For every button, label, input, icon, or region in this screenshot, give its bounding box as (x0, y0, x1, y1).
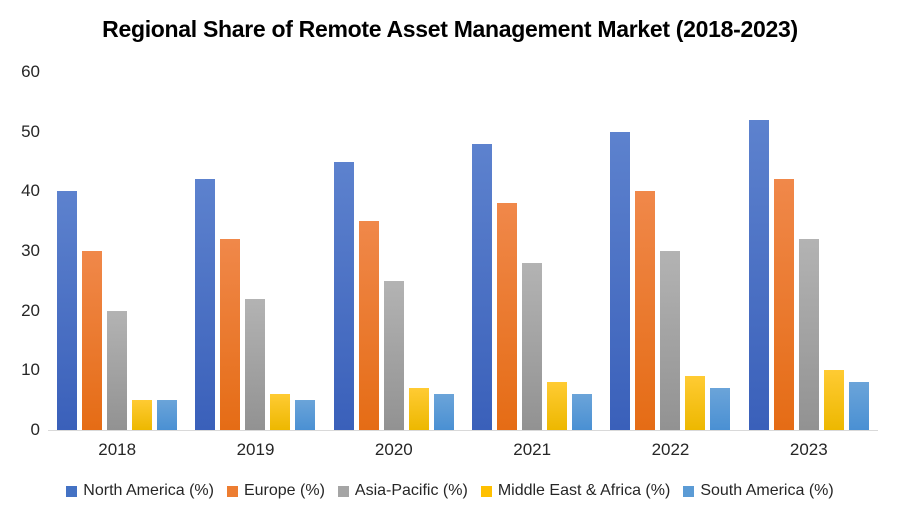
bar (635, 191, 656, 430)
legend-swatch-icon (337, 485, 349, 497)
legend-label: Europe (%) (243, 482, 325, 499)
bar (660, 251, 681, 430)
legend-label: South America (%) (700, 482, 834, 499)
x-axis-label: 2020 (374, 440, 413, 459)
bar (848, 382, 869, 430)
bar (823, 370, 844, 430)
bar (497, 203, 518, 430)
legend-swatch-icon (480, 485, 492, 497)
bar (245, 298, 266, 430)
y-tick-label: 50 (21, 121, 40, 141)
legend-item: Middle East & Africa (%) (480, 482, 671, 500)
legend-item: Asia-Pacific (%) (337, 482, 468, 500)
bar (107, 310, 128, 430)
x-axis-labels: 2018 2019 2020 2021 2022 2023 (48, 440, 878, 460)
bar (522, 262, 543, 430)
legend-item: South America (%) (683, 482, 834, 500)
bars-area (48, 72, 878, 430)
legend-item: Europe (%) (226, 482, 325, 500)
y-tick-label: 10 (21, 360, 40, 380)
bar (295, 400, 316, 430)
bar (547, 382, 568, 430)
legend-label: Asia-Pacific (%) (354, 482, 468, 499)
legend-label: North America (%) (83, 482, 214, 499)
legend-label: Middle East & Africa (%) (497, 482, 671, 499)
bar (157, 400, 178, 430)
bar (710, 388, 731, 430)
x-axis-label: 2018 (98, 440, 137, 459)
legend-swatch-icon (66, 485, 78, 497)
bar (773, 179, 794, 430)
bar (195, 179, 216, 430)
legend-swatch-icon (226, 485, 238, 497)
bar (132, 400, 153, 430)
bar (472, 143, 493, 430)
bar (82, 251, 103, 430)
bar (333, 161, 354, 430)
x-axis-label: 2019 (236, 440, 275, 459)
x-axis-label: 2023 (789, 440, 828, 459)
bar (270, 394, 291, 430)
y-tick-label: 40 (21, 181, 40, 201)
legend: North America (%) Europe (%) Asia-Pacific … (0, 482, 900, 500)
bar-group-2020 (325, 72, 463, 430)
x-axis-line (48, 430, 878, 431)
x-axis-label: 2021 (513, 440, 552, 459)
y-tick-label: 60 (21, 62, 40, 81)
bar-group-2018 (48, 72, 186, 430)
chart-title: Regional Share of Remote Asset Managemen… (102, 16, 798, 42)
bar (572, 394, 593, 430)
bar (57, 191, 78, 430)
bar-group-2019 (186, 72, 324, 430)
bar (383, 280, 404, 430)
bar (610, 131, 631, 430)
x-axis-label: 2022 (651, 440, 690, 459)
y-tick-label: 20 (21, 300, 40, 320)
legend-swatch-icon (683, 485, 695, 497)
y-tick-label: 0 (30, 420, 40, 439)
bar-group-2021 (463, 72, 601, 430)
bar (685, 376, 706, 430)
bar (220, 239, 241, 430)
bar (358, 221, 379, 430)
y-tick-label: 30 (21, 241, 40, 260)
legend-item: North America (%) (66, 482, 214, 500)
bar (433, 394, 454, 430)
bar (798, 239, 819, 430)
bar (748, 119, 769, 430)
plot-area: 0 10 20 30 40 50 60 (21, 62, 878, 439)
bar-group-2022 (601, 72, 739, 430)
bar-group-2023 (740, 72, 878, 430)
bar (408, 388, 429, 430)
